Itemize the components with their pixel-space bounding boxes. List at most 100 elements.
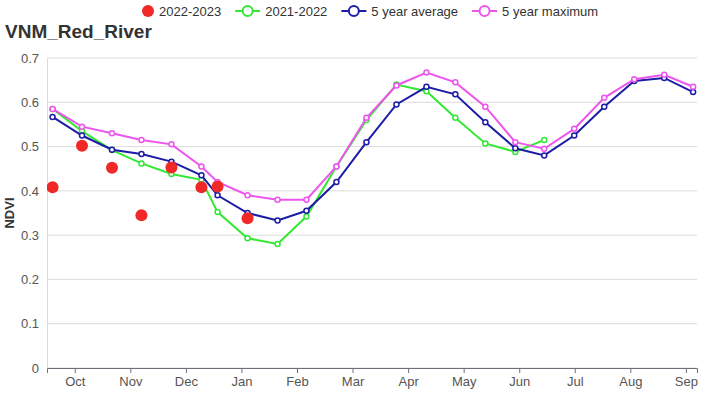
marker xyxy=(215,193,220,198)
y-tick: 0.4 xyxy=(21,184,47,199)
y-axis-line xyxy=(47,59,48,369)
marker xyxy=(334,180,339,185)
y-tick: 0.5 xyxy=(21,139,47,154)
legend-item: 5 year average xyxy=(341,4,458,19)
point xyxy=(212,180,224,192)
title: VNM_Red_River xyxy=(5,21,152,42)
marker xyxy=(275,242,280,247)
x-tick-label: Dec xyxy=(175,374,199,389)
series xyxy=(50,82,547,246)
marker xyxy=(80,124,85,129)
legend-swatch xyxy=(349,6,359,16)
x-tick-label: May xyxy=(452,374,477,389)
chart: VNM_Red_River00.10.20.30.40.50.60.7OctNo… xyxy=(0,0,726,400)
marker xyxy=(483,104,488,109)
x-tick: Jun xyxy=(509,368,530,389)
y-tick-label: 0.3 xyxy=(21,228,39,243)
series xyxy=(50,75,696,223)
grid-line xyxy=(47,190,697,191)
y-tick: 0.2 xyxy=(21,272,47,287)
plot: 00.10.20.30.40.50.60.7OctNovDecJanFebMar… xyxy=(21,51,698,390)
y-axis: 00.10.20.30.40.50.60.7 xyxy=(21,51,48,376)
x-tick-mark xyxy=(353,368,354,373)
legend: 2022-2023 2021-2022 5 year average 5 year m… xyxy=(142,4,598,19)
marker xyxy=(394,82,399,87)
y-tick-label: 0.5 xyxy=(21,139,39,154)
marker xyxy=(632,77,637,82)
y-tick-label: 0 xyxy=(32,361,39,376)
x-tick-label: Apr xyxy=(398,374,419,389)
marker xyxy=(453,115,458,120)
legend-item: 5 year maximum xyxy=(472,4,598,19)
x-tick-label: Jun xyxy=(509,374,530,389)
marker xyxy=(542,153,547,158)
marker xyxy=(483,120,488,125)
x-tick: Feb xyxy=(286,368,308,389)
x-tick: Aug xyxy=(619,368,642,389)
y-tick: 0.6 xyxy=(21,95,47,110)
legend-item: 2022-2023 xyxy=(142,4,221,19)
marker xyxy=(139,137,144,142)
grid-line xyxy=(47,323,697,324)
marker xyxy=(572,133,577,138)
x-tick-mark xyxy=(686,368,687,373)
x-tick-mark xyxy=(519,368,520,373)
marker xyxy=(245,236,250,241)
marker xyxy=(483,141,488,146)
marker xyxy=(139,152,144,157)
marker xyxy=(513,146,518,151)
marker xyxy=(453,92,458,97)
line xyxy=(53,78,694,221)
marker xyxy=(453,80,458,85)
y-tick: 0.3 xyxy=(21,228,47,243)
y-tick-label: 0.6 xyxy=(21,95,39,110)
point xyxy=(106,162,118,174)
x-tick-label: Sep xyxy=(675,374,698,389)
series xyxy=(50,70,696,202)
grid-line xyxy=(47,235,697,236)
marker xyxy=(542,137,547,142)
marker xyxy=(602,95,607,100)
x-tick-mark xyxy=(464,368,465,373)
y-tick: 0.1 xyxy=(21,316,47,331)
x-tick-label: Feb xyxy=(286,374,308,389)
marker xyxy=(50,106,55,111)
x-tick-label: Nov xyxy=(119,374,143,389)
x-tick-mark xyxy=(630,368,631,373)
marker xyxy=(304,208,309,213)
y-tick: 0 xyxy=(32,361,47,376)
y-tick-label: 0.1 xyxy=(21,316,39,331)
marker xyxy=(602,104,607,109)
marker xyxy=(304,197,309,202)
x-tick: Jan xyxy=(231,368,252,389)
marker xyxy=(50,106,55,111)
point xyxy=(47,181,59,193)
x-tick: Sep xyxy=(675,368,698,389)
y-tick-label: 0.4 xyxy=(21,184,39,199)
legend-item: 2021-2022 xyxy=(235,4,327,19)
marker xyxy=(199,173,204,178)
legend-label: 5 year maximum xyxy=(502,4,598,19)
point xyxy=(76,140,88,152)
marker xyxy=(304,214,309,219)
legend-swatch xyxy=(243,6,253,16)
point xyxy=(242,212,254,224)
point xyxy=(135,209,147,221)
marks xyxy=(47,70,696,246)
marker xyxy=(691,90,696,95)
legend-label: 2022-2023 xyxy=(159,4,221,19)
x-tick-mark xyxy=(186,368,187,373)
x-tick-label: Oct xyxy=(65,374,86,389)
marker xyxy=(110,131,115,136)
marker xyxy=(50,114,55,119)
legend-swatch xyxy=(142,5,154,17)
marker xyxy=(572,126,577,131)
grid-line xyxy=(47,279,697,280)
marker xyxy=(215,210,220,215)
grid-line xyxy=(47,58,697,59)
legend-swatch xyxy=(480,6,490,16)
x-tick-label: Jul xyxy=(567,374,584,389)
x-tick-mark xyxy=(130,368,131,373)
x-tick: Apr xyxy=(398,368,419,389)
grid-line xyxy=(47,146,697,147)
